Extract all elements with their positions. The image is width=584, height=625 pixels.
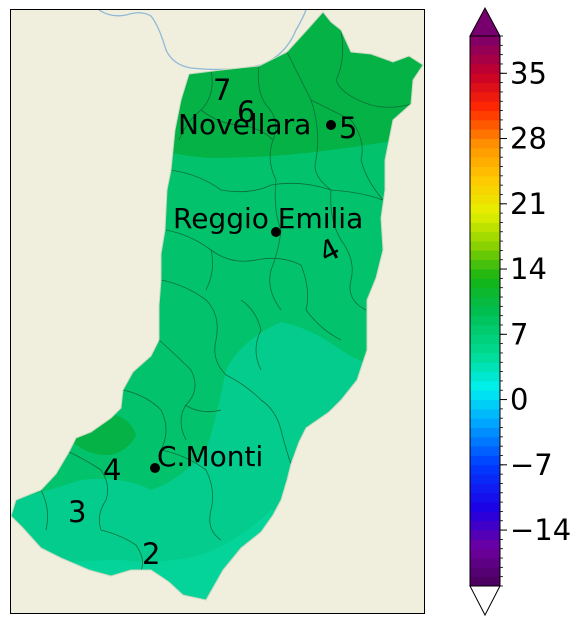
colorbar-segment	[470, 483, 500, 494]
colorbar-segment	[470, 418, 500, 428]
colorbar-segment	[470, 157, 500, 167]
colorbar-segment	[470, 194, 500, 205]
colorbar-segment	[470, 502, 500, 512]
city-marker-reggio-emilia	[271, 227, 281, 237]
city-marker-novellara	[326, 120, 336, 130]
colorbar-tick-labels: 35 28 21 14 7 0 −7 −14	[510, 56, 571, 547]
colorbar-segment	[470, 343, 500, 354]
colorbar-segment	[470, 324, 500, 335]
colorbar-segment	[470, 213, 500, 223]
colorbar-segment	[470, 222, 500, 233]
colorbar-segment	[470, 306, 500, 317]
colorbar-segment	[470, 73, 500, 84]
colorbar-segment	[470, 315, 500, 326]
colorbar-segment	[470, 362, 500, 372]
colorbar-segment	[470, 101, 500, 111]
colorbar: 35 28 21 14 7 0 −7 −14	[469, 6, 571, 617]
contour-label-4-south: 4	[103, 453, 121, 487]
colorbar-tick-label: 7	[510, 317, 528, 351]
colorbar-segment	[470, 185, 500, 195]
colorbar-segment	[470, 492, 500, 503]
colorbar-segment	[470, 231, 500, 242]
colorbar-segment	[470, 63, 500, 74]
city-label-novellara: Novellara	[178, 108, 311, 141]
colorbar-major-ticks	[500, 72, 507, 531]
colorbar-tick-label: −7	[510, 448, 553, 482]
colorbar-segment	[470, 474, 500, 484]
colorbar-segment	[470, 520, 500, 531]
colorbar-segment	[470, 175, 500, 186]
colorbar-segment	[470, 371, 500, 382]
colorbar-segment	[470, 455, 500, 466]
colorbar-segment	[470, 138, 500, 149]
city-marker-c-monti	[150, 463, 160, 473]
colorbar-tick-label: 35	[510, 56, 547, 90]
colorbar-tick-label: 21	[510, 187, 547, 221]
colorbar-tick-label: 14	[510, 252, 547, 286]
colorbar-segment	[470, 511, 500, 522]
colorbar-tick-label: −14	[510, 513, 571, 547]
colorbar-frame	[469, 35, 501, 587]
colorbar-segment	[470, 287, 500, 298]
colorbar-segment	[470, 380, 500, 391]
colorbar-segment	[470, 576, 500, 587]
contour-label-7: 7	[213, 73, 231, 107]
colorbar-segment	[470, 464, 500, 475]
contour-label-3: 3	[68, 495, 86, 529]
colorbar-segment	[470, 390, 500, 400]
colorbar-segment	[470, 436, 500, 447]
colorbar-segment	[470, 241, 500, 251]
map-frame: 7 6 5 4 4 3 2 Novellara Reggio Emilia C.…	[10, 9, 425, 614]
colorbar-segment	[470, 166, 500, 177]
colorbar-segment	[470, 278, 500, 289]
colorbar-segment	[470, 110, 500, 121]
colorbar-segment	[470, 91, 500, 102]
colorbar-segment	[470, 539, 500, 550]
river-line	[98, 10, 307, 71]
city-label-reggio-emilia: Reggio Emilia	[173, 202, 363, 235]
colorbar-segment	[470, 259, 500, 270]
city-label-c-monti: C.Monti	[157, 440, 263, 473]
colorbar-segment	[470, 54, 500, 65]
colorbar-segment	[470, 558, 500, 568]
colorbar-segment	[470, 548, 500, 559]
colorbar-segment	[470, 399, 500, 410]
colorbar-segment	[470, 567, 500, 578]
colorbar-segment	[470, 408, 500, 419]
zone-sw-dark	[71, 415, 136, 456]
colorbar-segment	[470, 297, 500, 307]
contour-label-2: 2	[142, 537, 160, 571]
colorbar-tick-label: 28	[510, 122, 547, 156]
colorbar-segment	[470, 352, 500, 363]
colorbar-segment	[470, 250, 500, 261]
contour-label-5: 5	[339, 111, 357, 145]
colorbar-segment	[470, 119, 500, 130]
colorbar-segments	[470, 36, 500, 587]
colorbar-segment	[470, 82, 500, 93]
colorbar-extend-bottom	[469, 585, 501, 617]
colorbar-segment	[470, 203, 500, 214]
colorbar-segment	[470, 427, 500, 438]
colorbar-segment	[470, 269, 500, 279]
colorbar-segment	[470, 129, 500, 139]
colorbar-segment	[470, 530, 500, 540]
municipal-boundaries	[40, 29, 412, 571]
colorbar-segment	[470, 446, 500, 456]
colorbar-tick-label: 0	[510, 383, 528, 417]
contour-label-6: 6	[237, 95, 255, 129]
colorbar-segment	[470, 36, 500, 46]
colorbar-segment	[470, 147, 500, 158]
province-outline	[11, 11, 424, 601]
colorbar-segment	[470, 334, 500, 345]
map: 7 6 5 4 4 3 2 Novellara Reggio Emilia C.…	[11, 10, 424, 613]
colorbar-extend-top	[469, 6, 501, 37]
colorbar-segment	[470, 45, 500, 56]
